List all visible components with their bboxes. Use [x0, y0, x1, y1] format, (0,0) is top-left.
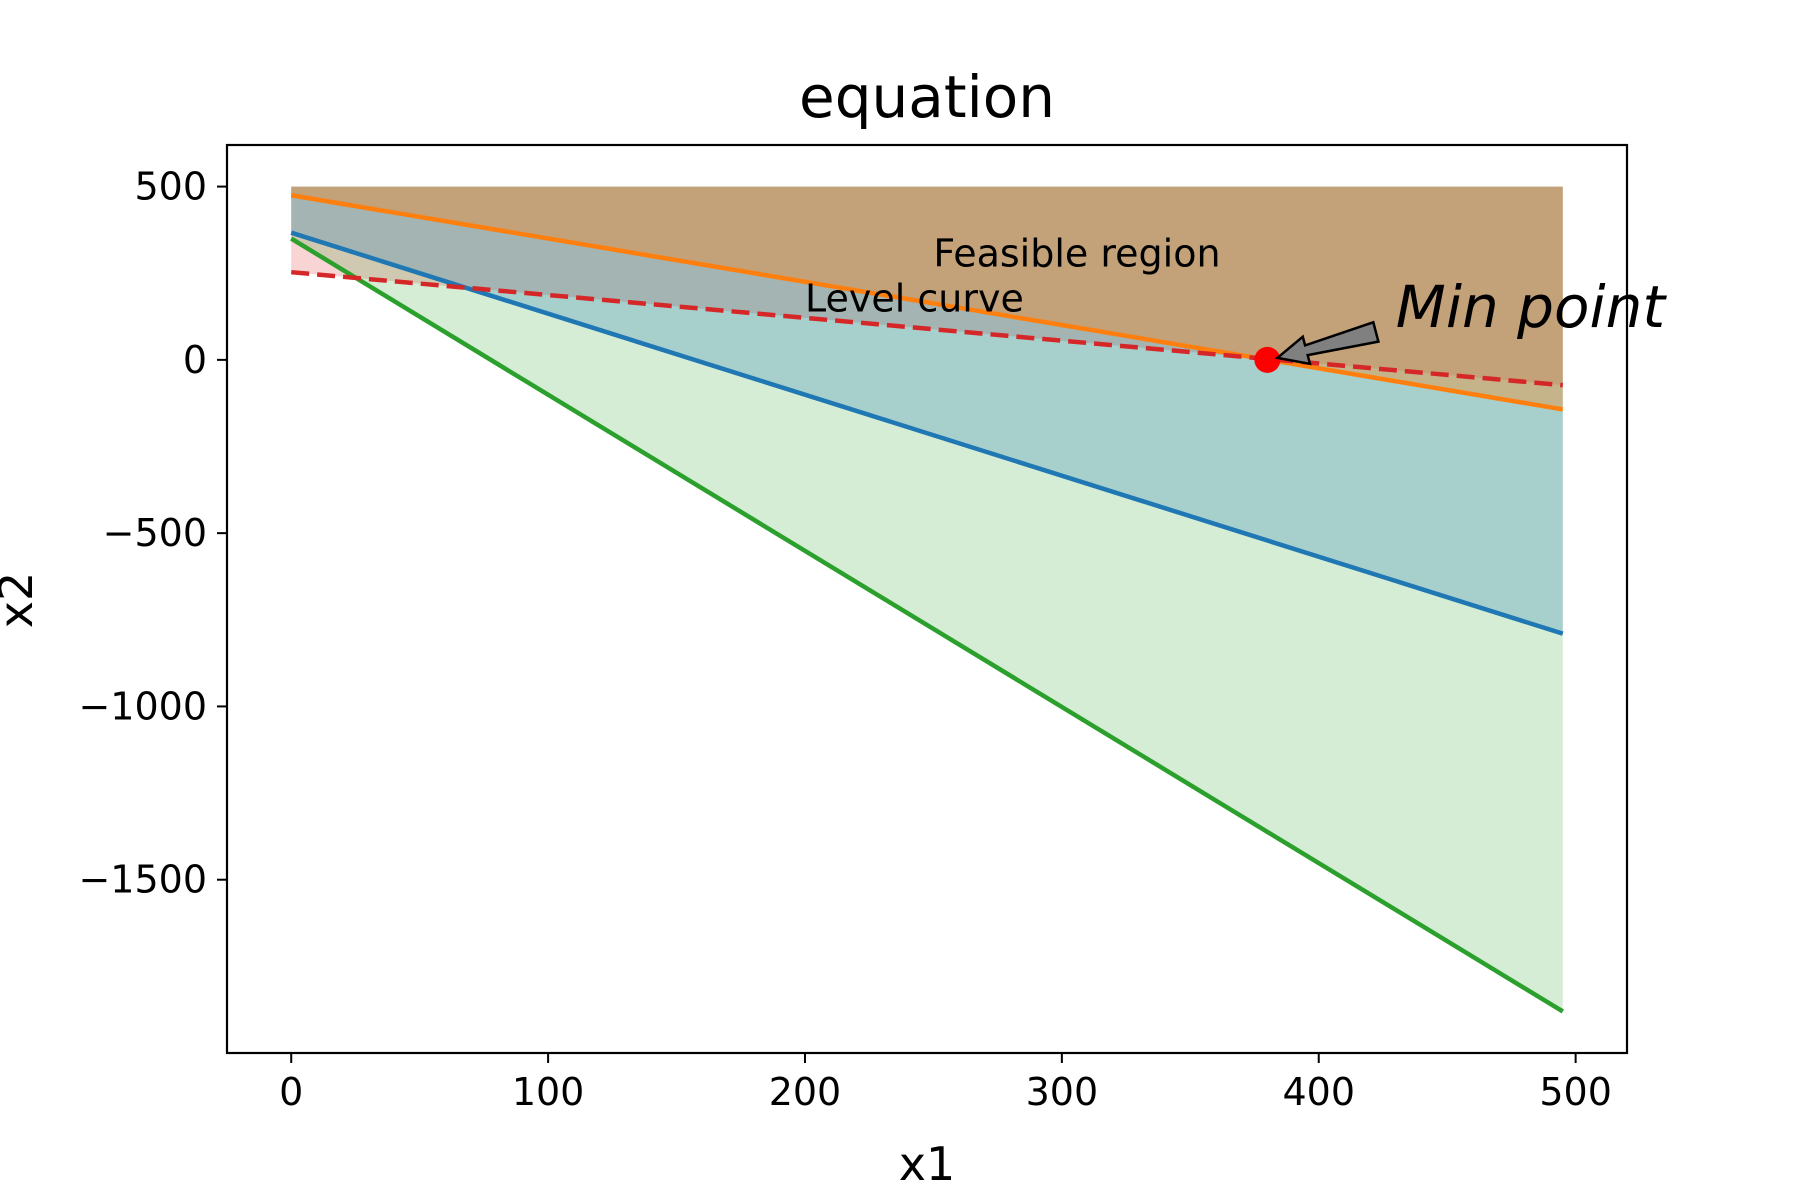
y-tick-label: −500 — [103, 511, 207, 555]
level-curve-label: Level curve — [805, 276, 1024, 320]
x-tick-label: 0 — [279, 1070, 303, 1114]
series-line-1 — [290, 193, 1564, 412]
y-axis-label: x2 — [0, 572, 43, 629]
markers — [1254, 346, 1281, 373]
y-tick-label: −1500 — [78, 858, 207, 902]
feasible-region-label: Feasible region — [933, 231, 1220, 275]
min-point-arrow — [1274, 320, 1380, 366]
y-tick-label: −1000 — [78, 684, 207, 728]
series-line-0 — [290, 230, 1564, 636]
constraint-lines — [290, 193, 1564, 1014]
y-tick-label: 0 — [183, 338, 207, 382]
x-axis-ticks: 0 100 200 300 400 500 — [279, 1053, 1612, 1114]
y-axis-ticks: 500 0 −500 −1000 −1500 — [78, 165, 227, 902]
plot-frame — [225, 143, 1629, 1055]
chart-title: equation — [799, 63, 1055, 131]
x-tick-label: 100 — [512, 1070, 585, 1114]
series-line-3 — [291, 269, 1563, 388]
x-tick-label: 300 — [1026, 1070, 1099, 1114]
min-point-marker — [1254, 346, 1281, 373]
series-line-2 — [290, 236, 1564, 1014]
y-tick-label: 500 — [134, 165, 207, 209]
fill-region-1 — [291, 186, 1563, 1012]
x-tick-label: 400 — [1282, 1070, 1355, 1114]
x-tick-label: 500 — [1539, 1070, 1612, 1114]
x-tick-label: 200 — [769, 1070, 842, 1114]
min-point-label: Min point — [1396, 273, 1668, 341]
fill-region-0 — [291, 186, 1563, 386]
x-axis-label: x1 — [899, 1137, 956, 1191]
